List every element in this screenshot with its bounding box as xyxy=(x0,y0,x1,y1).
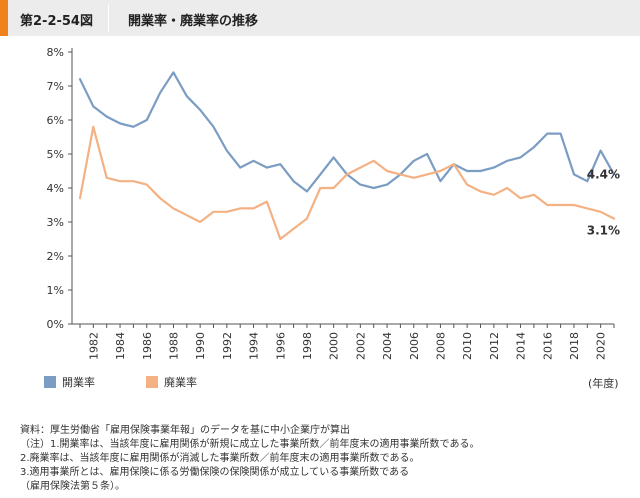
y-tick-label: 2% xyxy=(47,250,64,263)
x-tick-label: 1982 xyxy=(87,332,100,360)
x-tick-label: 2018 xyxy=(568,332,581,360)
figure-header: 第2-2-54図 開業率・廃業率の推移 xyxy=(0,0,640,36)
x-tick-label: 2010 xyxy=(461,332,474,360)
note-2: 2.廃業率は、当該年度に雇用関係が消滅した事業所数／前年度末の適用事業所数である… xyxy=(20,453,420,464)
x-tick-label: 1988 xyxy=(167,332,180,360)
legend-item-haigyo: 廃業率 xyxy=(146,374,197,390)
end-label-kaigyo: 4.4% xyxy=(587,167,620,181)
x-tick-label: 2002 xyxy=(354,332,367,360)
x-tick-label: 1998 xyxy=(301,332,314,360)
y-tick-label: 0% xyxy=(47,318,64,331)
x-tick-label: 1992 xyxy=(221,332,234,360)
x-tick-label: 1990 xyxy=(194,332,207,360)
x-tick-label: 1996 xyxy=(274,332,287,360)
x-tick-label: 2006 xyxy=(408,332,421,360)
legend-label-kaigyo: 開業率 xyxy=(62,376,95,389)
y-tick-label: 3% xyxy=(47,216,64,229)
x-tick-label: 2000 xyxy=(328,332,341,360)
y-tick-label: 8% xyxy=(47,46,64,59)
header-accent-bar xyxy=(0,0,8,36)
note-1: （注）1.開業率は、当該年度に雇用関係が新規に成立した事業所数／前年度末の適用事… xyxy=(20,439,480,450)
x-tick-label: 1984 xyxy=(114,332,127,360)
x-tick-label: 2014 xyxy=(515,332,528,360)
y-tick-label: 7% xyxy=(47,80,64,93)
notes-block: 資料：厚生労働省「雇用保険事業年報」のデータを基に中小企業庁が算出 （注）1.開… xyxy=(20,424,479,494)
figure-title: 開業率・廃業率の推移 xyxy=(128,14,259,29)
legend-swatch-kaigyo xyxy=(44,376,56,388)
note-source: 資料：厚生労働省「雇用保険事業年報」のデータを基に中小企業庁が算出 xyxy=(20,425,350,436)
line-chart: 0% 1% 2% 3% 4% 5% 6% 7% 8% 1982 1984 1986 1988 1990 19… xyxy=(47,46,620,360)
x-tick-label: 2004 xyxy=(381,332,394,360)
x-tick-label: 1994 xyxy=(248,332,261,360)
header-separator xyxy=(108,4,109,32)
legend-label-haigyo: 廃業率 xyxy=(164,376,197,389)
y-tick-label: 4% xyxy=(47,182,64,195)
note-3: 3.適用事業所とは、雇用保険に係る労働保険の保険関係が成立している事業所数である xyxy=(20,467,410,478)
end-label-haigyo: 3.1% xyxy=(587,224,620,238)
series-line-haigyo xyxy=(78,125,616,241)
legend-swatch-haigyo xyxy=(146,376,158,388)
x-tick-label: 2012 xyxy=(488,332,501,360)
y-tick-label: 1% xyxy=(47,284,64,297)
x-tick-label: 1986 xyxy=(141,332,154,360)
y-tick-label: 5% xyxy=(47,148,64,161)
legend-item-kaigyo: 開業率 xyxy=(44,374,95,390)
note-3-cont: （雇用保険法第５条）。 xyxy=(20,481,125,492)
x-tick-label: 2008 xyxy=(434,332,447,360)
x-axis-unit: (年度) xyxy=(588,377,619,390)
x-tick-label: 2020 xyxy=(595,332,608,360)
y-tick-label: 6% xyxy=(47,114,64,127)
figure-label: 第2-2-54図 xyxy=(20,14,93,29)
x-tick-label: 2016 xyxy=(541,332,554,360)
